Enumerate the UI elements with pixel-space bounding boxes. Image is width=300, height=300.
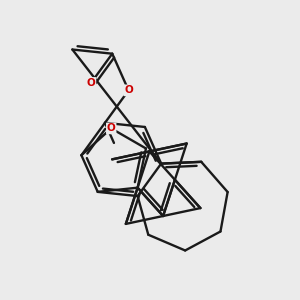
Text: O: O [87,78,95,88]
Text: O: O [107,123,116,134]
Text: O: O [124,85,133,95]
